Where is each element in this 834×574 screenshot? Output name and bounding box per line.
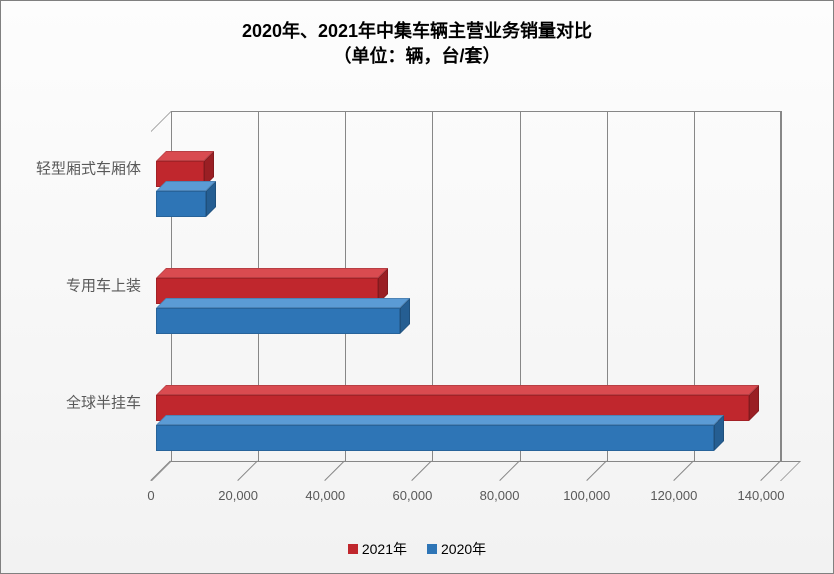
legend-swatch xyxy=(427,544,437,554)
x-axis-tick: 80,000 xyxy=(480,488,520,503)
legend-label: 2020年 xyxy=(441,541,486,557)
plot-area: 020,00040,00060,00080,000100,000120,0001… xyxy=(151,111,781,481)
x-axis-tick: 100,000 xyxy=(563,488,610,503)
x-axis-tick: 60,000 xyxy=(393,488,433,503)
gridline xyxy=(781,111,782,461)
title-line-2: （单位：辆，台/套） xyxy=(1,44,833,69)
x-axis-tick: 0 xyxy=(147,488,154,503)
x-axis-tick: 20,000 xyxy=(218,488,258,503)
category-label: 专用车上装 xyxy=(1,275,141,296)
x-axis-tick: 40,000 xyxy=(305,488,345,503)
bar xyxy=(156,191,206,217)
chart-title: 2020年、2021年中集车辆主营业务销量对比 （单位：辆，台/套） xyxy=(1,1,833,69)
legend: 2021年 2020年 xyxy=(1,539,833,559)
chart-container: 2020年、2021年中集车辆主营业务销量对比 （单位：辆，台/套） 020,0… xyxy=(0,0,834,574)
x-axis-tick: 140,000 xyxy=(738,488,785,503)
title-line-1: 2020年、2021年中集车辆主营业务销量对比 xyxy=(1,19,833,44)
legend-item: 2020年 xyxy=(427,539,486,559)
category-label: 轻型厢式车厢体 xyxy=(1,158,141,179)
legend-item: 2021年 xyxy=(348,539,407,559)
x-axis-tick: 120,000 xyxy=(650,488,697,503)
category-label: 全球半挂车 xyxy=(1,391,141,412)
legend-label: 2021年 xyxy=(362,541,407,557)
bar xyxy=(156,425,714,451)
legend-swatch xyxy=(348,544,358,554)
bar xyxy=(156,308,400,334)
